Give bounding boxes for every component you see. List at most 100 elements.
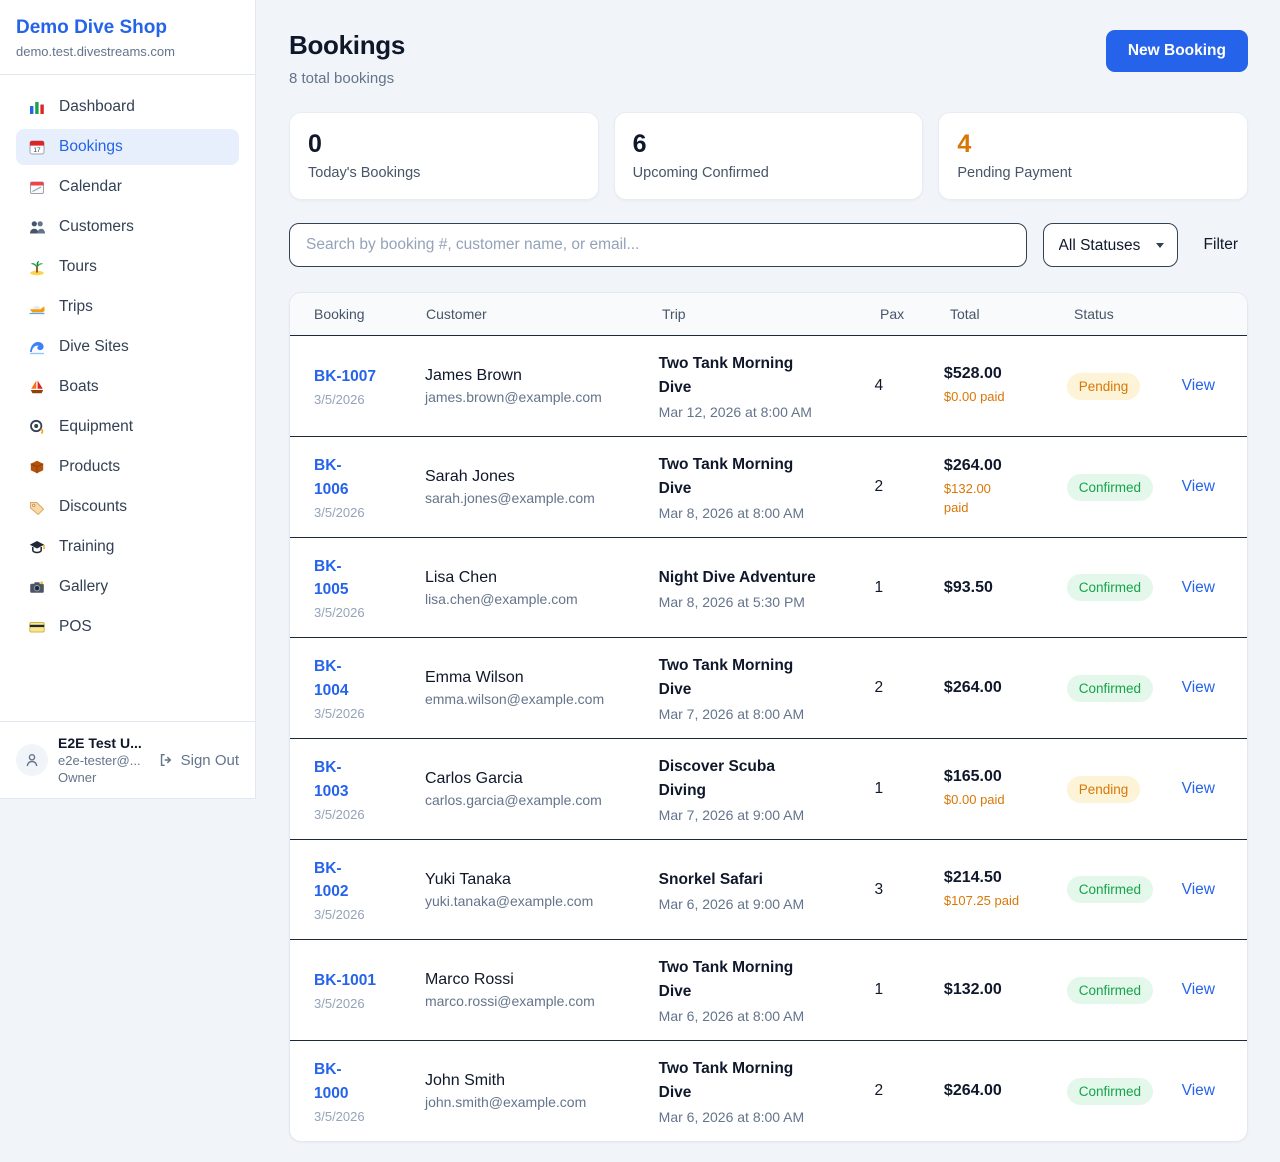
- customer-name: Marco Rossi: [424, 971, 514, 989]
- customer-name: Yuki Tanaka: [424, 870, 511, 888]
- bookings-table: Booking Customer Trip Pax Total Status B…: [289, 292, 1248, 1143]
- pax-count: 2: [874, 478, 884, 496]
- sidebar-item-label: POS: [59, 618, 92, 635]
- booking-date: 3/5/2026: [314, 907, 365, 923]
- booking-id-link[interactable]: BK- 1006: [314, 457, 349, 498]
- sidebar-item-equipment[interactable]: Equipment: [16, 409, 239, 445]
- table-row: BK- 1000 3/5/2026 John Smith john.smith@…: [290, 1041, 1247, 1141]
- sidebar-item-pos[interactable]: POS: [16, 609, 239, 645]
- table-row: BK- 1003 3/5/2026 Carlos Garcia carlos.g…: [290, 739, 1247, 841]
- customer-email: yuki.tanaka@example.com: [424, 892, 594, 909]
- view-link[interactable]: View: [1181, 880, 1215, 898]
- booking-id-link[interactable]: BK- 1000: [314, 1061, 349, 1102]
- discounts-icon: [28, 498, 46, 516]
- sidebar-item-label: Dashboard: [59, 98, 135, 115]
- gallery-icon: [28, 578, 46, 596]
- trip-name: Two Tank Morning Dive: [658, 657, 794, 699]
- view-link[interactable]: View: [1181, 679, 1215, 697]
- customer-email: marco.rossi@example.com: [424, 993, 595, 1010]
- sidebar-item-trips[interactable]: Trips: [16, 289, 239, 325]
- stat-card-upcoming-confirmed: 6 Upcoming Confirmed: [613, 112, 924, 200]
- booking-id-link[interactable]: BK- 1005: [314, 557, 349, 599]
- customer-email: lisa.chen@example.com: [424, 590, 578, 607]
- pax-count: 1: [874, 780, 884, 798]
- sidebar-item-label: Equipment: [59, 418, 134, 435]
- sidebar-item-label: Gallery: [59, 578, 109, 595]
- view-link[interactable]: View: [1181, 981, 1215, 999]
- trip-name: Two Tank Morning Dive: [658, 959, 794, 1001]
- sidebar-item-products[interactable]: Products: [16, 449, 239, 485]
- sidebar-item-customers[interactable]: Customers: [16, 209, 239, 245]
- view-link[interactable]: View: [1181, 1082, 1215, 1100]
- column-header-booking: Booking: [314, 306, 365, 322]
- boats-icon: [28, 378, 46, 396]
- status-badge: Confirmed: [1066, 674, 1154, 702]
- page-title: Bookings: [289, 30, 406, 60]
- customer-name: Carlos Garcia: [424, 770, 523, 788]
- trip-datetime: Mar 7, 2026 at 8:00 AM: [658, 706, 805, 723]
- booking-id-link[interactable]: BK-1007: [314, 367, 377, 385]
- bookings-icon: 17: [28, 138, 46, 156]
- booking-id-link[interactable]: BK- 1003: [314, 759, 349, 800]
- trip-name: Two Tank Morning Dive: [658, 1060, 794, 1102]
- person-icon: [26, 754, 38, 767]
- sidebar-item-tours[interactable]: Tours: [16, 249, 239, 285]
- status-select[interactable]: All Statuses: [1042, 223, 1178, 267]
- column-header-total: Total: [950, 306, 980, 322]
- view-link[interactable]: View: [1181, 377, 1215, 395]
- view-link[interactable]: View: [1181, 578, 1215, 596]
- sidebar-header: Demo Dive Shop demo.test.divestreams.com: [0, 0, 255, 75]
- search-input[interactable]: [289, 223, 1027, 267]
- sidebar-item-bookings[interactable]: 17 Bookings: [16, 129, 239, 165]
- booking-id-link[interactable]: BK- 1004: [314, 658, 349, 699]
- dive-sites-icon: [28, 338, 46, 356]
- sidebar-item-dashboard[interactable]: Dashboard: [16, 89, 239, 125]
- sidebar-item-training[interactable]: Training: [16, 529, 239, 565]
- stat-label: Today's Bookings: [308, 165, 421, 181]
- column-header-pax: Pax: [880, 306, 905, 322]
- customer-email: carlos.garcia@example.com: [424, 792, 602, 809]
- column-header-actions: [1190, 306, 1223, 322]
- paid-amount: $0.00 paid: [943, 792, 1005, 808]
- booking-id-link[interactable]: BK- 1002: [314, 859, 349, 901]
- sign-out-button[interactable]: Sign Out: [158, 752, 239, 769]
- sidebar-item-dive-sites[interactable]: Dive Sites: [16, 329, 239, 365]
- view-link[interactable]: View: [1181, 780, 1215, 798]
- sidebar-item-calendar[interactable]: Calendar: [16, 169, 239, 205]
- view-link[interactable]: View: [1181, 478, 1215, 496]
- pax-count: 2: [874, 679, 884, 697]
- svg-text:17: 17: [33, 147, 41, 154]
- total-amount: $264.00: [943, 1082, 1002, 1100]
- status-badge: Confirmed: [1066, 473, 1154, 501]
- new-booking-button[interactable]: New Booking: [1105, 30, 1248, 72]
- filter-row: All Statuses Filter: [289, 223, 1248, 267]
- sidebar-item-discounts[interactable]: Discounts: [16, 489, 239, 525]
- sidebar-item-label: Products: [59, 458, 121, 475]
- customer-email: john.smith@example.com: [424, 1094, 587, 1111]
- booking-id-link[interactable]: BK-1001: [314, 972, 377, 990]
- sidebar-item-label: Dive Sites: [59, 338, 129, 355]
- customer-name: Emma Wilson: [424, 669, 524, 687]
- status-badge: Confirmed: [1066, 876, 1154, 904]
- table-row: BK-1007 3/5/2026 James Brown james.brown…: [290, 336, 1247, 438]
- customer-name: John Smith: [424, 1072, 505, 1090]
- page-header: Bookings 8 total bookings New Booking: [289, 30, 1248, 87]
- stat-value: 0: [308, 130, 322, 158]
- equipment-icon: [28, 418, 46, 436]
- total-amount: $132.00: [943, 981, 1002, 999]
- trips-icon: [28, 298, 46, 316]
- sidebar-item-boats[interactable]: Boats: [16, 369, 239, 405]
- booking-date: 3/5/2026: [314, 504, 365, 520]
- shop-domain: demo.test.divestreams.com: [16, 44, 175, 59]
- sidebar-item-gallery[interactable]: Gallery: [16, 569, 239, 605]
- table-row: BK- 1006 3/5/2026 Sarah Jones sarah.jone…: [290, 437, 1247, 539]
- stat-label: Upcoming Confirmed: [632, 165, 769, 181]
- paid-amount: $132.00 paid: [943, 480, 991, 516]
- booking-date: 3/5/2026: [314, 1108, 365, 1124]
- customers-icon: [28, 218, 46, 236]
- filter-button[interactable]: Filter: [1194, 236, 1248, 254]
- pax-count: 1: [874, 981, 884, 999]
- table-row: BK- 1004 3/5/2026 Emma Wilson emma.wilso…: [290, 638, 1247, 740]
- sidebar: Demo Dive Shop demo.test.divestreams.com…: [0, 0, 256, 799]
- stat-value: 4: [957, 130, 972, 158]
